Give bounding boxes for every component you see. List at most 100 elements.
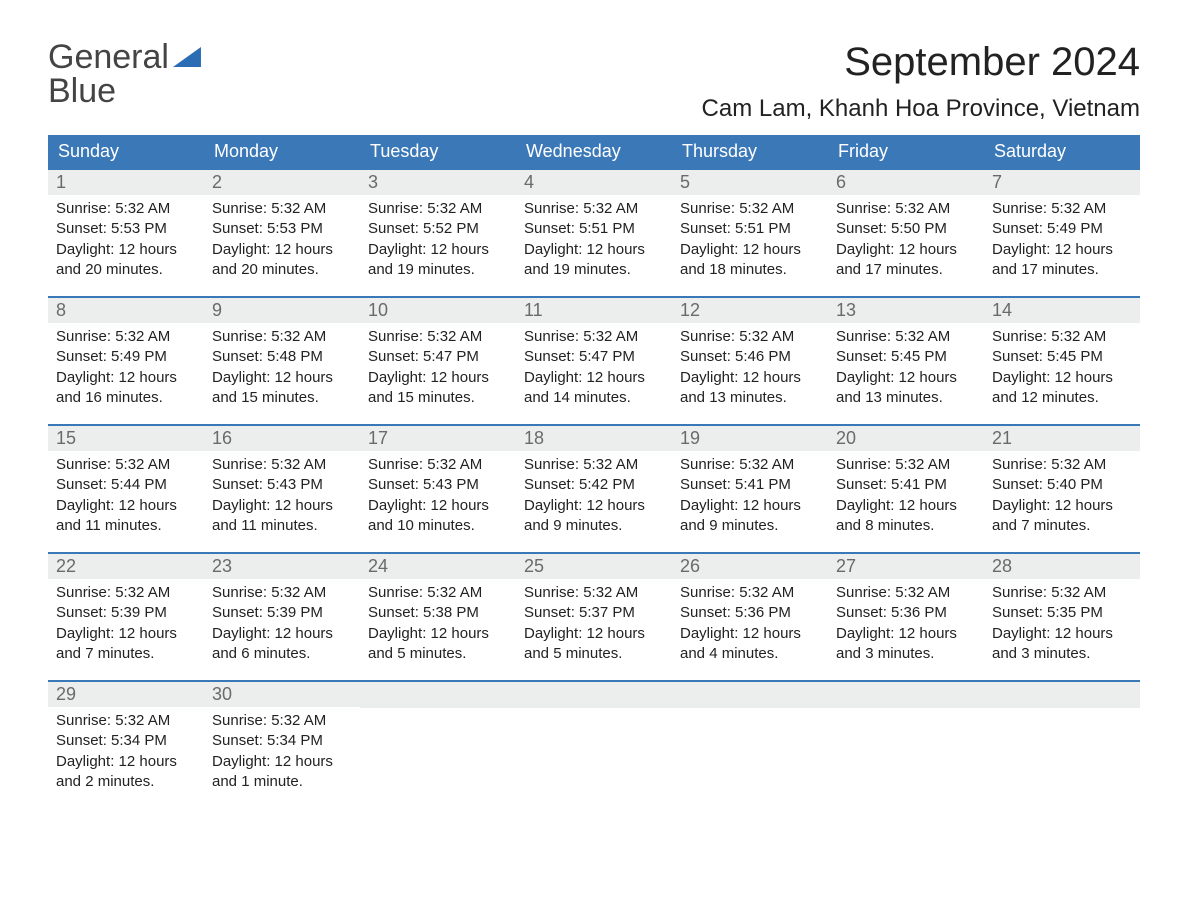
sunrise-line: Sunrise: 5:32 AM: [836, 455, 976, 475]
calendar-day-cell: 22Sunrise: 5:32 AMSunset: 5:39 PMDayligh…: [48, 553, 204, 681]
day-details: Sunrise: 5:32 AMSunset: 5:47 PMDaylight:…: [516, 323, 672, 418]
calendar-day-cell: 24Sunrise: 5:32 AMSunset: 5:38 PMDayligh…: [360, 553, 516, 681]
day-number: 14: [984, 298, 1140, 323]
day-details: Sunrise: 5:32 AMSunset: 5:41 PMDaylight:…: [672, 451, 828, 546]
daylight-line: Daylight: 12 hours and 6 minutes.: [212, 624, 352, 665]
calendar-day-cell: 15Sunrise: 5:32 AMSunset: 5:44 PMDayligh…: [48, 425, 204, 553]
day-number-empty: [828, 682, 984, 708]
calendar-day-cell: 1Sunrise: 5:32 AMSunset: 5:53 PMDaylight…: [48, 169, 204, 297]
daylight-line: Daylight: 12 hours and 9 minutes.: [680, 496, 820, 537]
day-details: Sunrise: 5:32 AMSunset: 5:36 PMDaylight:…: [672, 579, 828, 674]
sunrise-line: Sunrise: 5:32 AM: [836, 583, 976, 603]
sunset-line: Sunset: 5:44 PM: [56, 475, 196, 495]
day-details: Sunrise: 5:32 AMSunset: 5:43 PMDaylight:…: [204, 451, 360, 546]
daylight-line: Daylight: 12 hours and 16 minutes.: [56, 368, 196, 409]
day-number: 18: [516, 426, 672, 451]
day-number: 24: [360, 554, 516, 579]
sunset-line: Sunset: 5:49 PM: [992, 219, 1132, 239]
logo-text-1: General: [48, 40, 169, 74]
calendar-week-row: 15 Sunrise: 5:32 AM Sunset: 5:44 PM Dayligh…: [48, 425, 1140, 553]
day-details: Sunrise: 5:32 AMSunset: 5:43 PMDaylight:…: [360, 451, 516, 546]
daylight-line: Daylight: 12 hours and 8 minutes.: [836, 496, 976, 537]
sunset-line: Sunset: 5:43 PM: [368, 475, 508, 495]
sunset-line: Sunset: 5:53 PM: [56, 219, 196, 239]
sunset-line: Sunset: 5:52 PM: [368, 219, 508, 239]
sunrise-line: Sunrise: 5:32 AM: [992, 583, 1132, 603]
sunrise-line: Sunrise: 5:32 AM: [680, 455, 820, 475]
calendar-day-cell: 14Sunrise: 5:32 AMSunset: 5:45 PMDayligh…: [984, 297, 1140, 425]
daylight-line: Daylight: 12 hours and 2 minutes.: [56, 752, 196, 793]
sunrise-line: Sunrise: 5:32 AM: [992, 455, 1132, 475]
day-number: 23: [204, 554, 360, 579]
weekday-header: Friday: [828, 135, 984, 169]
day-number: 15: [48, 426, 204, 451]
sunset-line: Sunset: 5:47 PM: [524, 347, 664, 367]
calendar-week-row: 8Sunrise: 5:32 AMSunset: 5:49 PMDaylight…: [48, 297, 1140, 425]
sunrise-line: Sunrise: 5:32 AM: [680, 199, 820, 219]
sunset-line: Sunset: 5:39 PM: [212, 603, 352, 623]
day-number: 3: [360, 170, 516, 195]
day-number: 30: [204, 682, 360, 707]
sunset-line: Sunset: 5:41 PM: [680, 475, 820, 495]
sunrise-line: Sunrise: 5:32 AM: [836, 199, 976, 219]
weekday-header: Tuesday: [360, 135, 516, 169]
day-details: Sunrise: 5:32 AMSunset: 5:51 PMDaylight:…: [672, 195, 828, 290]
day-details: Sunrise: 5:32 AMSunset: 5:37 PMDaylight:…: [516, 579, 672, 674]
calendar-day-cell: 20Sunrise: 5:32 AMSunset: 5:41 PMDayligh…: [828, 425, 984, 553]
daylight-line: Daylight: 12 hours and 14 minutes.: [524, 368, 664, 409]
calendar-day-cell: 18Sunrise: 5:32 AMSunset: 5:42 PMDayligh…: [516, 425, 672, 553]
daylight-line: Daylight: 12 hours and 17 minutes.: [992, 240, 1132, 281]
calendar-day-cell: 10Sunrise: 5:32 AMSunset: 5:47 PMDayligh…: [360, 297, 516, 425]
day-number: 5: [672, 170, 828, 195]
sunset-line: Sunset: 5:36 PM: [836, 603, 976, 623]
calendar-day-cell: 2Sunrise: 5:32 AMSunset: 5:53 PMDaylight…: [204, 169, 360, 297]
day-details: Sunrise: 5:32 AMSunset: 5:52 PMDaylight:…: [360, 195, 516, 290]
logo: General Blue: [48, 40, 201, 108]
daylight-line: Daylight: 12 hours and 1 minute.: [212, 752, 352, 793]
day-number: 29: [48, 682, 204, 707]
sunset-line: Sunset: 5:34 PM: [212, 731, 352, 751]
sunset-line: Sunset: 5:36 PM: [680, 603, 820, 623]
calendar-day-cell: 5Sunrise: 5:32 AMSunset: 5:51 PMDaylight…: [672, 169, 828, 297]
day-number: 11: [516, 298, 672, 323]
day-details: Sunrise: 5:32 AMSunset: 5:48 PMDaylight:…: [204, 323, 360, 418]
calendar-week-row: 22Sunrise: 5:32 AMSunset: 5:39 PMDayligh…: [48, 553, 1140, 681]
daylight-line: Daylight: 12 hours and 12 minutes.: [992, 368, 1132, 409]
sunset-line: Sunset: 5:41 PM: [836, 475, 976, 495]
day-number: 9: [204, 298, 360, 323]
calendar-day-cell: 21Sunrise: 5:32 AMSunset: 5:40 PMDayligh…: [984, 425, 1140, 553]
weekday-header: Saturday: [984, 135, 1140, 169]
calendar-day-cell: 29Sunrise: 5:32 AMSunset: 5:34 PMDayligh…: [48, 681, 204, 809]
day-number: 26: [672, 554, 828, 579]
day-details: Sunrise: 5:32 AMSunset: 5:39 PMDaylight:…: [204, 579, 360, 674]
calendar-week-row: 29Sunrise: 5:32 AMSunset: 5:34 PMDayligh…: [48, 681, 1140, 809]
day-number: 2: [204, 170, 360, 195]
daylight-line: Daylight: 12 hours and 3 minutes.: [836, 624, 976, 665]
sunrise-line: Sunrise: 5:32 AM: [212, 199, 352, 219]
calendar-day-cell: 11Sunrise: 5:32 AMSunset: 5:47 PMDayligh…: [516, 297, 672, 425]
sunrise-line: Sunrise: 5:32 AM: [212, 583, 352, 603]
calendar-day-cell: 7Sunrise: 5:32 AMSunset: 5:49 PMDaylight…: [984, 169, 1140, 297]
page-header: General Blue September 2024 Cam Lam, Kha…: [48, 40, 1140, 123]
sunset-line: Sunset: 5:39 PM: [56, 603, 196, 623]
daylight-line: Daylight: 12 hours and 19 minutes.: [368, 240, 508, 281]
calendar-day-cell: 23Sunrise: 5:32 AMSunset: 5:39 PMDayligh…: [204, 553, 360, 681]
day-details: Sunrise: 5:32 AMSunset: 5:39 PMDaylight:…: [48, 579, 204, 674]
day-details: Sunrise: 5:32 AMSunset: 5:38 PMDaylight:…: [360, 579, 516, 674]
calendar-table: SundayMondayTuesdayWednesdayThursdayFrid…: [48, 135, 1140, 809]
day-number: 4: [516, 170, 672, 195]
weekday-header: Monday: [204, 135, 360, 169]
calendar-day-cell: 12Sunrise: 5:32 AMSunset: 5:46 PMDayligh…: [672, 297, 828, 425]
day-details: Sunrise: 5:32 AMSunset: 5:34 PMDaylight:…: [204, 707, 360, 802]
sunrise-line: Sunrise: 5:32 AM: [56, 199, 196, 219]
calendar-day-cell: 6Sunrise: 5:32 AMSunset: 5:50 PMDaylight…: [828, 169, 984, 297]
daylight-line: Daylight: 12 hours and 10 minutes.: [368, 496, 508, 537]
sunrise-line: Sunrise: 5:32 AM: [56, 327, 196, 347]
day-details: Sunrise: 5:32 AMSunset: 5:34 PMDaylight:…: [48, 707, 204, 802]
day-details: Sunrise: 5:32 AMSunset: 5:41 PMDaylight:…: [828, 451, 984, 546]
daylight-line: Daylight: 12 hours and 7 minutes.: [992, 496, 1132, 537]
calendar-empty-cell: [984, 681, 1140, 809]
sunset-line: Sunset: 5:51 PM: [524, 219, 664, 239]
day-number: 7: [984, 170, 1140, 195]
sunset-line: Sunset: 5:51 PM: [680, 219, 820, 239]
